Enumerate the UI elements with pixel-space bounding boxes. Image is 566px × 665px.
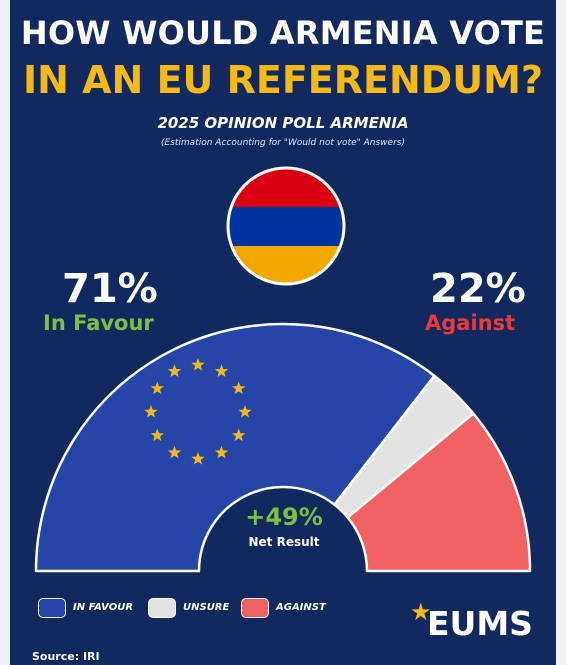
eu-star-icon bbox=[214, 364, 229, 377]
legend-swatch bbox=[241, 598, 269, 618]
semicircle-chart bbox=[34, 322, 532, 573]
eu-star-icon bbox=[191, 358, 205, 371]
brand-logo: EUMS bbox=[427, 604, 533, 643]
subtitle: 2025 OPINION POLL ARMENIA bbox=[157, 114, 409, 132]
net-result-label: Net Result bbox=[248, 535, 320, 549]
eu-star-icon bbox=[144, 405, 158, 418]
eu-star-icon bbox=[167, 445, 182, 459]
eu-star-icon bbox=[150, 381, 164, 395]
eu-star-icon bbox=[191, 452, 205, 465]
against-percentage: 22% bbox=[430, 266, 526, 312]
legend-swatch bbox=[38, 598, 66, 618]
star-icon: ★ bbox=[410, 598, 432, 626]
eu-star-icon bbox=[167, 364, 182, 377]
eu-stars-icon bbox=[144, 358, 252, 465]
eu-star-icon bbox=[232, 381, 246, 395]
eu-star-icon bbox=[150, 428, 164, 442]
net-result-value: +49% bbox=[245, 503, 323, 531]
legend-label: UNSURE bbox=[183, 602, 230, 613]
slice-against bbox=[346, 412, 532, 573]
favour-percentage: 71% bbox=[62, 266, 158, 312]
source-note: Source: IRI bbox=[32, 650, 100, 663]
armenia-flag-icon bbox=[226, 166, 346, 286]
favour-label: In Favour bbox=[43, 311, 154, 335]
eu-star-icon bbox=[214, 445, 229, 459]
against-label: Against bbox=[425, 311, 516, 335]
eu-star-icon bbox=[232, 428, 246, 442]
legend-label: AGAINST bbox=[276, 602, 326, 613]
legend-label: IN FAVOUR bbox=[73, 602, 134, 613]
legend-swatch bbox=[148, 598, 176, 618]
title-line-2: IN AN EU REFERENDUM? bbox=[22, 58, 544, 102]
eu-star-icon bbox=[238, 405, 252, 418]
title-line-1: HOW WOULD ARMENIA VOTE bbox=[20, 14, 546, 52]
infographic-card: HOW WOULD ARMENIA VOTE IN AN EU REFEREND… bbox=[10, 0, 556, 665]
slice-in-favour bbox=[34, 322, 436, 573]
note: (Estimation Accounting for "Would not vo… bbox=[161, 138, 405, 148]
